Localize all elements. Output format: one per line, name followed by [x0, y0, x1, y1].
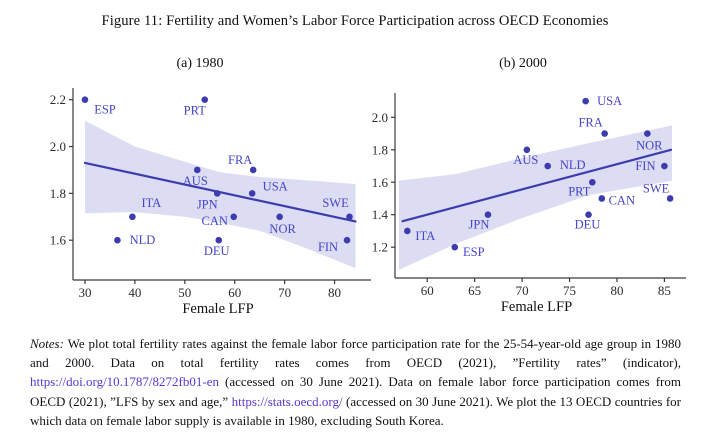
scatter-plot-2000: 60 65 70 75 80 85 2.0 1.8 1.6 1.4 1.2 Female LFP USA…: [372, 93, 686, 315]
x-tick-label: 65: [468, 283, 481, 298]
data-point-jpn: [213, 190, 221, 197]
country-label-ita: ITA: [141, 196, 161, 210]
country-label-fin: FIN: [318, 240, 338, 254]
figure-title: Figure 11: Fertility and Women’s Labor F…: [101, 13, 609, 29]
country-label-nor: NOR: [269, 222, 296, 236]
country-label-deu: DEU: [575, 218, 601, 232]
country-label-usa: USA: [597, 94, 622, 108]
x-tick-label: 70: [516, 283, 529, 298]
data-point-usa: [582, 97, 589, 105]
data-point-ita: [404, 227, 411, 235]
y-tick-label: 1.6: [372, 175, 389, 190]
data-point-esp: [81, 96, 89, 104]
trend-line: [401, 148, 673, 223]
notes-label: Notes:: [30, 336, 64, 351]
y-tick-label: 1.8: [372, 142, 388, 157]
data-point-prt: [201, 96, 209, 104]
x-axis-label: Female LFP: [501, 299, 572, 315]
data-point-nor: [276, 213, 283, 221]
country-label-deu: DEU: [204, 244, 230, 258]
country-label-can: CAN: [609, 193, 635, 207]
country-label-aus: AUS: [183, 174, 208, 188]
country-label-jpn: JPN: [469, 218, 490, 232]
data-point-deu: [585, 211, 592, 219]
data-point-nor: [644, 130, 651, 137]
country-label-fra: FRA: [578, 116, 602, 130]
data-point-can: [598, 195, 606, 202]
x-tick-label: 50: [178, 285, 191, 300]
country-label-nor: NOR: [636, 139, 663, 153]
panel-b-title: (b) 2000: [499, 56, 547, 71]
data-point-fin: [661, 162, 668, 170]
notes-text: (accessed on 30 June 2021). Data on fema…: [30, 374, 681, 409]
data-point-usa: [248, 190, 256, 197]
y-tick-label: 2.0: [372, 110, 388, 125]
oecd-stats-link[interactable]: https://stats.oecd.org/: [231, 393, 343, 409]
y-tick-label: 2.0: [50, 139, 66, 154]
panel-a-title: (a) 1980: [176, 56, 224, 71]
country-label-swe: SWE: [643, 181, 670, 195]
country-label-ita: ITA: [415, 229, 435, 243]
x-tick-label: 40: [128, 285, 141, 300]
country-label-prt: PRT: [568, 184, 591, 198]
country-label-esp: ESP: [94, 103, 116, 117]
data-point-fin: [343, 236, 351, 244]
x-axis-label: Female LFP: [182, 301, 253, 317]
data-point-swe: [666, 195, 674, 202]
data-point-ita: [129, 213, 136, 221]
x-tick-label: 30: [78, 285, 91, 300]
y-tick-label: 1.4: [372, 207, 389, 222]
x-tick-label: 70: [278, 285, 291, 300]
confidence-band: [398, 125, 672, 270]
x-tick-label: 75: [563, 283, 576, 298]
data-point-fra: [249, 166, 257, 174]
x-tick-label: 60: [228, 285, 241, 300]
scatter-plot-1980: 30 40 50 60 70 80 2.2 2.0 1.8 1.6 Female LFP ESP PRT…: [50, 88, 371, 317]
country-label-fra: FRA: [228, 153, 252, 167]
data-point-prt: [589, 178, 596, 186]
data-point-jpn: [484, 211, 492, 219]
notes-text: (accessed on 30 June 2021). We plot the …: [30, 393, 681, 428]
data-point-aus: [193, 166, 201, 174]
country-label-prt: PRT: [184, 104, 207, 118]
y-tick-label: 1.6: [50, 233, 67, 248]
country-label-nld: NLD: [130, 233, 156, 247]
data-point-esp: [451, 243, 459, 251]
x-tick-label: 85: [658, 283, 671, 298]
notes-text: We plot total fertility rates against th…: [30, 336, 681, 371]
x-tick-label: 80: [610, 283, 623, 298]
country-label-nld: NLD: [560, 158, 586, 172]
data-point-fra: [601, 130, 608, 137]
country-label-swe: SWE: [322, 196, 349, 210]
country-label-esp: ESP: [463, 245, 485, 259]
country-label-can: CAN: [202, 214, 228, 228]
data-point-nld: [544, 162, 552, 170]
x-tick-label: 80: [328, 285, 341, 300]
data-point-can: [230, 213, 238, 221]
data-point-aus: [523, 146, 531, 154]
country-label-fin: FIN: [635, 159, 655, 173]
figure-notes: Notes: We plot total fertility rates aga…: [30, 334, 681, 430]
x-tick-label: 60: [421, 283, 434, 298]
country-label-aus: AUS: [513, 153, 538, 167]
y-tick-label: 1.2: [372, 240, 388, 255]
doi-link[interactable]: https://doi.org/10.1787/8272fb01-en: [30, 374, 219, 390]
y-tick-label: 2.2: [50, 92, 66, 107]
data-point-swe: [346, 213, 353, 221]
country-label-usa: USA: [263, 179, 288, 193]
y-tick-label: 1.8: [50, 186, 66, 201]
data-point-deu: [215, 236, 223, 244]
country-label-jpn: JPN: [197, 197, 218, 211]
data-point-nld: [114, 236, 121, 244]
